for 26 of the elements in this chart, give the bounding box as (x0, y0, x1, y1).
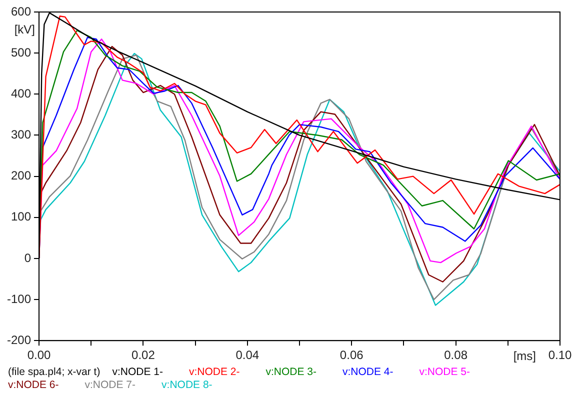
y-tick-label: 500 (10, 45, 32, 60)
y-tick-label: 100 (10, 210, 32, 224)
x-tick-label: 0.04 (236, 348, 260, 362)
y-tick-label: 200 (10, 168, 32, 183)
y-tick-label: -100 (6, 292, 32, 306)
x-tick-label: 0.02 (132, 348, 156, 362)
y-axis-title: [kV] (14, 22, 36, 36)
x-axis-title: [ms] (513, 348, 536, 363)
text: v:NODE 8- (162, 379, 212, 391)
x-tick-label: 0.06 (340, 348, 364, 362)
y-tick-label: 0 (24, 250, 32, 265)
text: v:NODE 7- (84, 379, 136, 391)
text: v:NODE 6- (8, 379, 59, 391)
y-tick-label: 600 (10, 4, 32, 18)
y-tick-label: -200 (6, 332, 32, 347)
text: v:NODE 4- (342, 366, 394, 378)
text: v:NODE 5- (419, 366, 470, 378)
text: v:NODE 3- (266, 366, 316, 378)
text: (file spa.pl4; x-var t) (8, 366, 100, 378)
text: v:NODE 1- (112, 366, 163, 378)
x-tick-label: 0.08 (444, 348, 468, 362)
x-tick-label: 0.10 (548, 348, 572, 362)
y-tick-label: 400 (10, 86, 32, 100)
y-tick-label: 300 (10, 128, 32, 142)
text: v:NODE 2- (188, 366, 240, 378)
x-tick-label: 0.00 (27, 348, 52, 362)
